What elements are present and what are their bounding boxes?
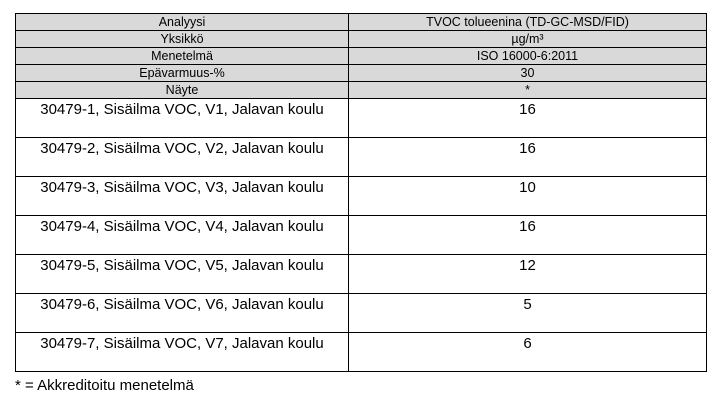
results-table: Analyysi TVOC tolueenina (TD-GC-MSD/FID)… — [15, 13, 707, 372]
header-row-analysis: Analyysi TVOC tolueenina (TD-GC-MSD/FID) — [15, 13, 707, 31]
header-value-analysis: TVOC tolueenina (TD-GC-MSD/FID) — [348, 13, 707, 31]
sample-value: 6 — [348, 332, 707, 372]
header-value-unit: µg/m³ — [348, 30, 707, 48]
sample-value: 5 — [348, 293, 707, 333]
header-value-sample: * — [348, 81, 707, 99]
sample-label: 30479-3, Sisäilma VOC, V3, Jalavan koulu — [15, 176, 349, 216]
table-row: 30479-2, Sisäilma VOC, V2, Jalavan koulu… — [15, 137, 707, 177]
header-value-method: ISO 16000-6:2011 — [348, 47, 707, 65]
sample-label: 30479-4, Sisäilma VOC, V4, Jalavan koulu — [15, 215, 349, 255]
sample-label: 30479-2, Sisäilma VOC, V2, Jalavan koulu — [15, 137, 349, 177]
header-row-method: Menetelmä ISO 16000-6:2011 — [15, 47, 707, 65]
sample-label: 30479-5, Sisäilma VOC, V5, Jalavan koulu — [15, 254, 349, 294]
table-row: 30479-3, Sisäilma VOC, V3, Jalavan koulu… — [15, 176, 707, 216]
header-label-unit: Yksikkö — [15, 30, 349, 48]
header-value-uncertainty: 30 — [348, 64, 707, 82]
sample-value: 10 — [348, 176, 707, 216]
sample-value: 16 — [348, 98, 707, 138]
sample-value: 16 — [348, 137, 707, 177]
header-label-sample: Näyte — [15, 81, 349, 99]
header-row-uncertainty: Epävarmuus-% 30 — [15, 64, 707, 82]
table-row: 30479-4, Sisäilma VOC, V4, Jalavan koulu… — [15, 215, 707, 255]
footnote: * = Akkreditoitu menetelmä — [15, 377, 194, 394]
header-row-sample: Näyte * — [15, 81, 707, 99]
table-row: 30479-5, Sisäilma VOC, V5, Jalavan koulu… — [15, 254, 707, 294]
sample-label: 30479-6, Sisäilma VOC, V6, Jalavan koulu — [15, 293, 349, 333]
table-row: 30479-7, Sisäilma VOC, V7, Jalavan koulu… — [15, 332, 707, 372]
table-row: 30479-1, Sisäilma VOC, V1, Jalavan koulu… — [15, 98, 707, 138]
sample-value: 16 — [348, 215, 707, 255]
table-row: 30479-6, Sisäilma VOC, V6, Jalavan koulu… — [15, 293, 707, 333]
header-label-method: Menetelmä — [15, 47, 349, 65]
header-row-unit: Yksikkö µg/m³ — [15, 30, 707, 48]
sample-label: 30479-1, Sisäilma VOC, V1, Jalavan koulu — [15, 98, 349, 138]
sample-label: 30479-7, Sisäilma VOC, V7, Jalavan koulu — [15, 332, 349, 372]
header-label-analysis: Analyysi — [15, 13, 349, 31]
sample-value: 12 — [348, 254, 707, 294]
header-label-uncertainty: Epävarmuus-% — [15, 64, 349, 82]
